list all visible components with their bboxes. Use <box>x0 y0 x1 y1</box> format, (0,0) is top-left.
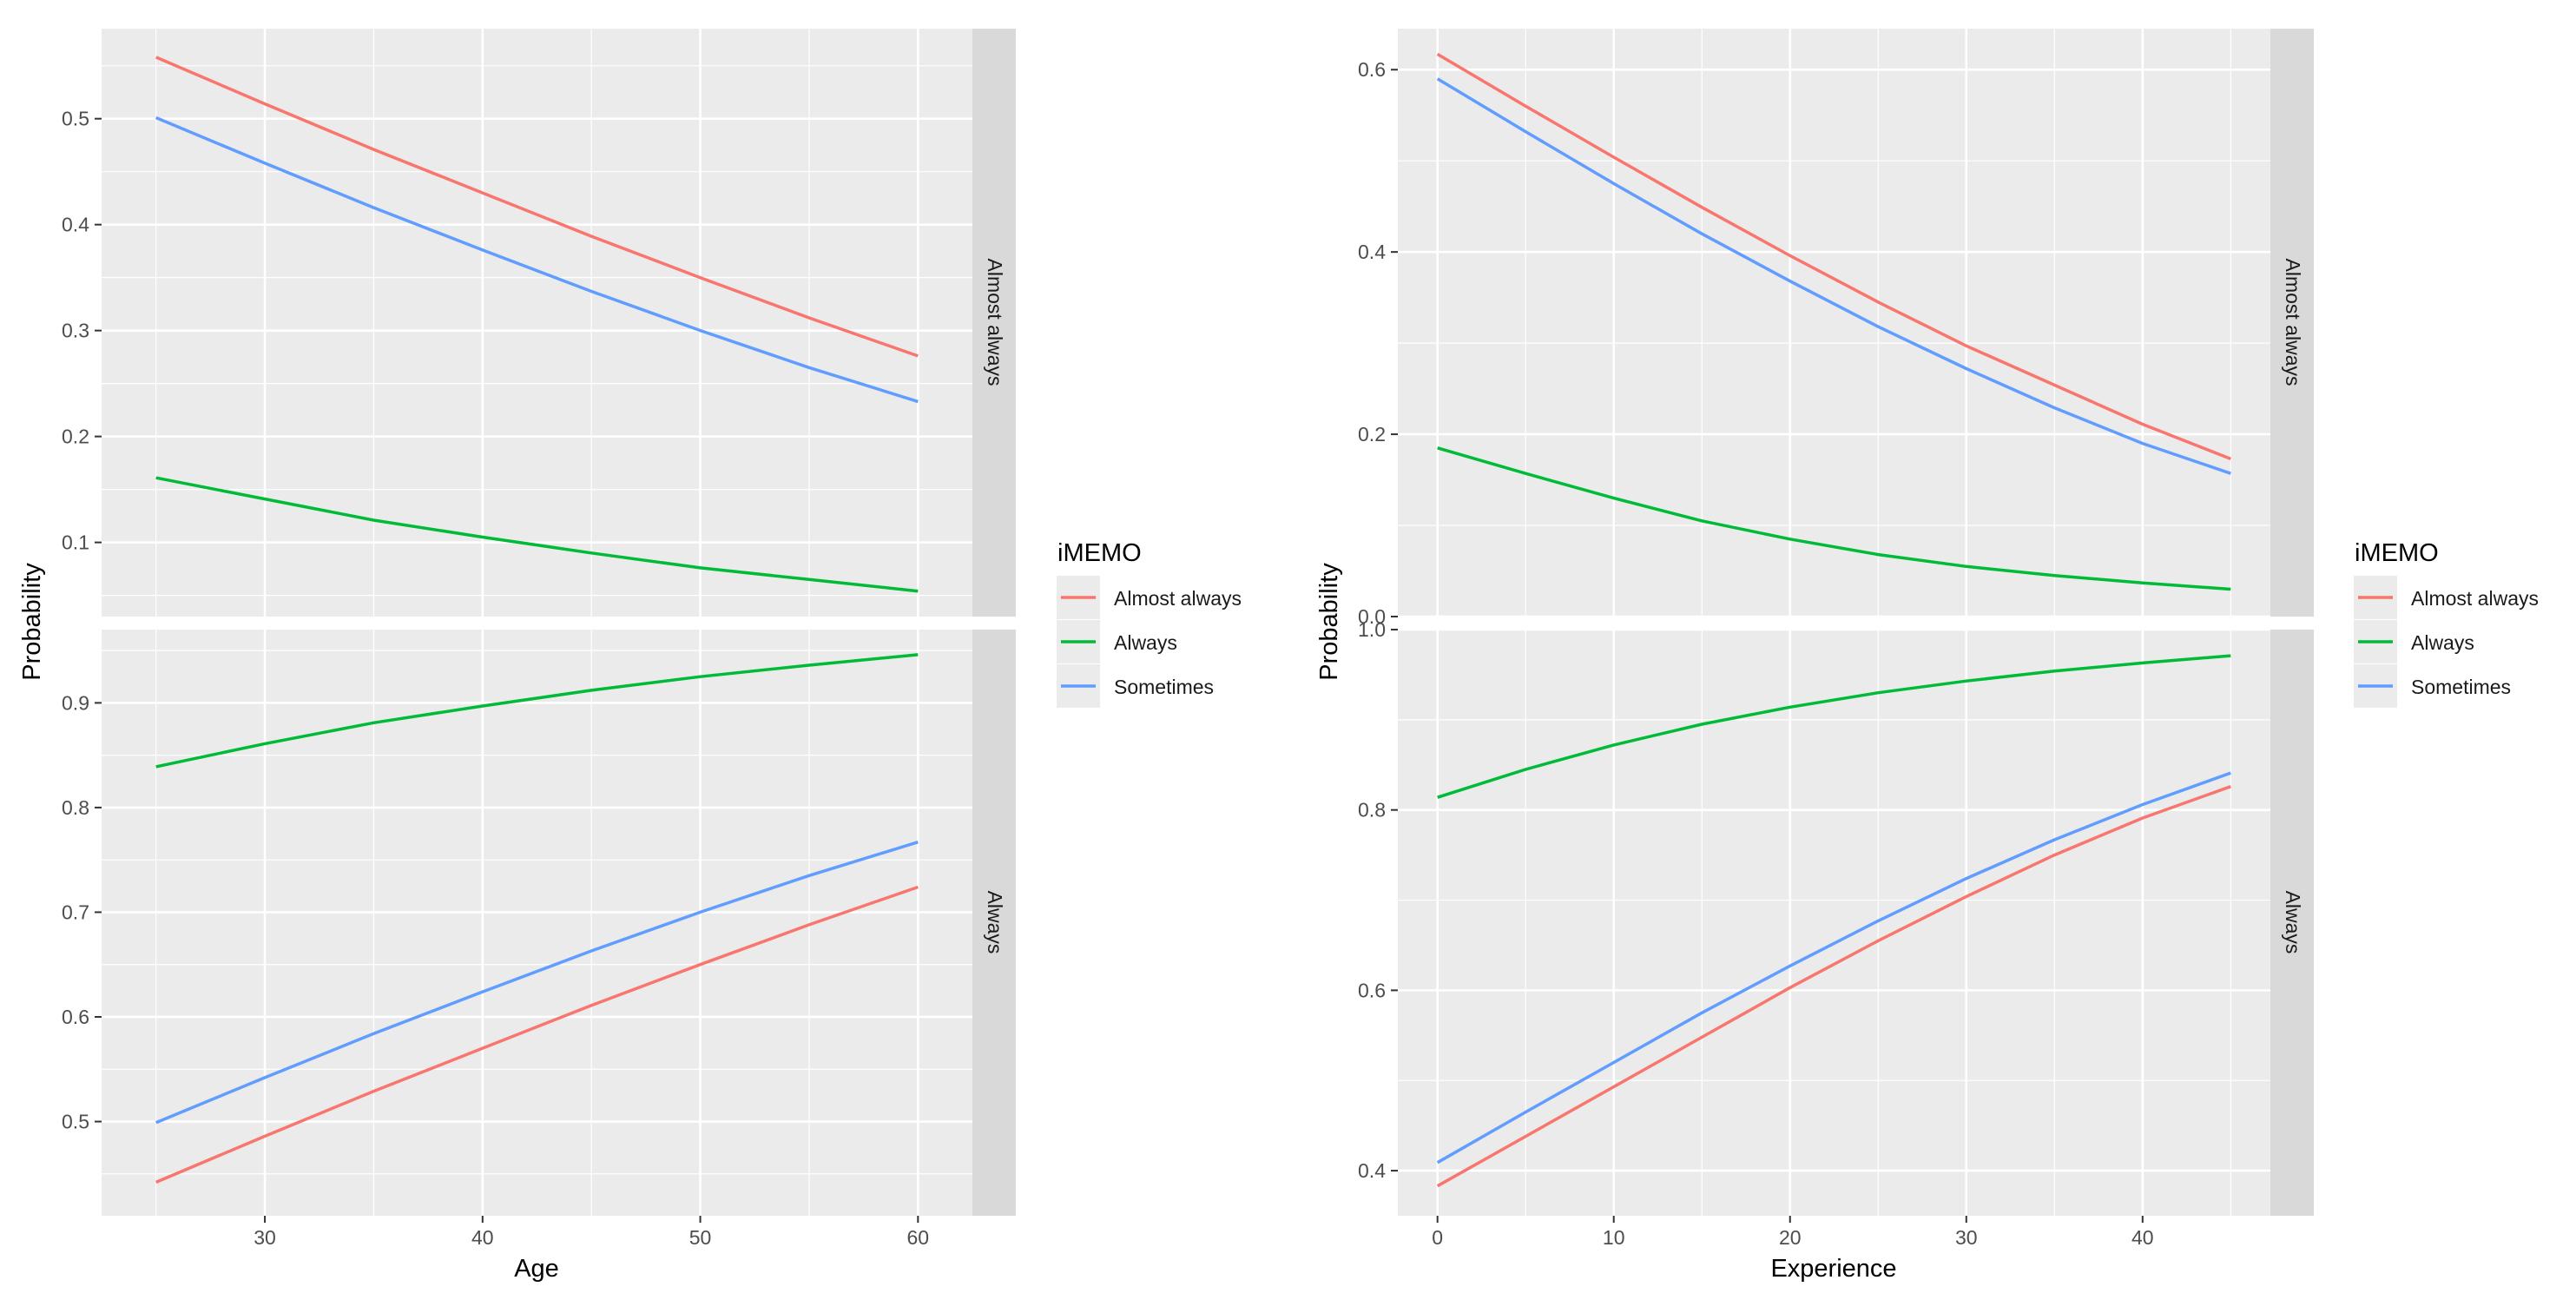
chart-experience-strip-label-almost-always: Almost always <box>2282 259 2304 386</box>
y-tick-label: 0.1 <box>62 531 89 554</box>
y-tick-label: 0.4 <box>1358 241 1386 263</box>
chart-age-legend: iMEMO Almost always Always Sometimes <box>1057 539 1242 708</box>
y-tick-label: 0.8 <box>1358 799 1386 822</box>
chart-age-lines-almost-always <box>155 56 919 593</box>
chart-age-panel-almost-always <box>102 29 972 617</box>
y-tick-label: 0.4 <box>62 214 89 236</box>
chart-experience-grid-always <box>1398 628 2270 1216</box>
chart-experience-legend-label-almost-always: Almost always <box>2411 587 2539 610</box>
chart-age-legend-label-sometimes: Sometimes <box>1114 676 1214 698</box>
x-tick-label: 40 <box>471 1226 494 1249</box>
chart-experience-panel-almost-always <box>1398 29 2270 617</box>
y-tick-label: 0.9 <box>62 691 89 714</box>
chart-experience-xlabel: Experience <box>1770 1255 1896 1283</box>
series-line-almost-always-in-almost-always <box>155 56 919 358</box>
x-tick-label: 30 <box>254 1226 276 1249</box>
chart-age-yaxis-always: 0.5 0.6 0.7 0.8 0.9 <box>62 691 102 1133</box>
chart-age-strip-label-always: Always <box>984 891 1006 954</box>
y-tick-label: 0.2 <box>62 426 89 448</box>
chart-experience-legend: iMEMO Almost always Always Sometimes <box>2354 539 2539 708</box>
chart-age-grid-almost-always <box>102 29 972 617</box>
chart-experience: 0.00.20.40.6 Almost always 0.40.60.81.0 … <box>1315 29 2539 1283</box>
series-line-sometimes-in-almost-always <box>155 115 919 404</box>
y-tick-label: 0.2 <box>1358 423 1386 445</box>
y-tick-label: 0.3 <box>62 320 89 342</box>
series-line-sometimes-in-always <box>1436 771 2231 1165</box>
chart-experience-grid-almost-always <box>1398 29 2270 618</box>
y-tick-label: 1.0 <box>1358 618 1386 641</box>
series-line-sometimes-in-always <box>155 841 919 1125</box>
series-line-always-in-always <box>155 653 919 769</box>
series-line-always-in-almost-always <box>1437 446 2231 591</box>
chart-experience-lines-almost-always <box>1436 52 2231 591</box>
chart-experience-strip-always <box>2270 630 2314 1216</box>
chart-age-ylabel: Probability <box>18 563 46 681</box>
y-tick-label: 0.4 <box>1358 1159 1386 1182</box>
x-tick-label: 10 <box>1603 1226 1625 1249</box>
chart-age-grid-always <box>102 630 972 1216</box>
chart-experience-ylabel: Probability <box>1315 563 1343 681</box>
x-tick-label: 20 <box>1779 1226 1802 1249</box>
chart-experience-strip-label-always: Always <box>2282 891 2304 954</box>
y-tick-label: 0.0 <box>1358 605 1386 628</box>
x-tick-label: 0 <box>1432 1226 1443 1249</box>
chart-experience-lines-always <box>1436 654 2231 1188</box>
y-tick-label: 0.6 <box>1358 979 1386 1001</box>
series-line-sometimes-in-almost-always <box>1436 77 2231 475</box>
chart-experience-legend-title: iMEMO <box>2355 539 2439 567</box>
chart-age-strip-always <box>972 630 1016 1216</box>
series-line-almost-always-in-almost-always <box>1436 52 2231 461</box>
chart-age-strip-label-almost-always: Almost always <box>984 259 1006 386</box>
chart-age-lines-always <box>155 653 919 1185</box>
chart-experience-yaxis-almost-always: 0.0 0.2 0.4 0.6 <box>1358 58 1398 628</box>
chart-age-panel-always <box>102 630 972 1216</box>
chart-experience-legend-label-always: Always <box>2411 631 2474 654</box>
chart-experience-yaxis-always: 0.4 0.6 0.8 1.0 <box>1358 618 1398 1182</box>
chart-age-xlabel: Age <box>514 1255 559 1283</box>
series-line-always-in-always <box>1437 654 2231 799</box>
chart-experience-strip-almost-always <box>2270 29 2314 617</box>
chart-age-strip-almost-always <box>972 29 1016 617</box>
y-tick-label: 0.7 <box>62 901 89 923</box>
chart-age-yaxis-almost-always: 0.1 0.2 0.3 0.4 0.5 <box>62 108 102 554</box>
series-line-almost-always-in-always <box>1436 785 2231 1188</box>
series-line-almost-always-in-always <box>155 885 919 1185</box>
chart-experience-panel-always <box>1398 630 2270 1216</box>
y-tick-label: 0.5 <box>62 108 89 130</box>
chart-age-legend-label-always: Always <box>1114 631 1177 654</box>
chart-experience-xaxis: 0 10 20 30 40 <box>1432 1216 2154 1249</box>
chart-age-xaxis: 30 40 50 60 <box>254 1216 929 1249</box>
chart-age-legend-title: iMEMO <box>1057 539 1142 567</box>
y-tick-label: 0.8 <box>62 796 89 819</box>
chart-experience-legend-label-sometimes: Sometimes <box>2411 676 2511 698</box>
x-tick-label: 50 <box>689 1226 712 1249</box>
x-tick-label: 40 <box>2131 1226 2154 1249</box>
y-tick-label: 0.6 <box>1358 58 1386 81</box>
chart-age-legend-label-almost-always: Almost always <box>1114 587 1242 610</box>
x-tick-label: 60 <box>907 1226 930 1249</box>
series-line-always-in-almost-always <box>155 476 919 593</box>
x-tick-label: 30 <box>1955 1226 1978 1249</box>
y-tick-label: 0.5 <box>62 1111 89 1133</box>
chart-age: 0.10.20.30.40.5 Almost always 0.50.60.70… <box>18 29 1242 1283</box>
y-tick-label: 0.6 <box>62 1006 89 1028</box>
